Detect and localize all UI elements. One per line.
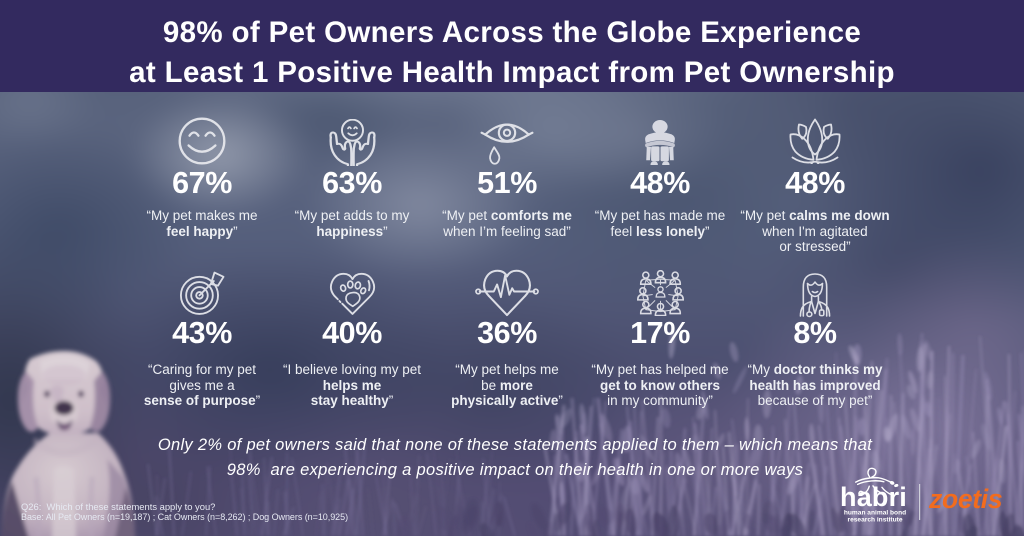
- svg-text:research institute: research institute: [848, 517, 903, 524]
- svg-text:habri: habri: [840, 482, 907, 512]
- svg-text:human animal bond: human animal bond: [844, 510, 906, 517]
- svg-text:zoetis: zoetis: [928, 484, 1002, 514]
